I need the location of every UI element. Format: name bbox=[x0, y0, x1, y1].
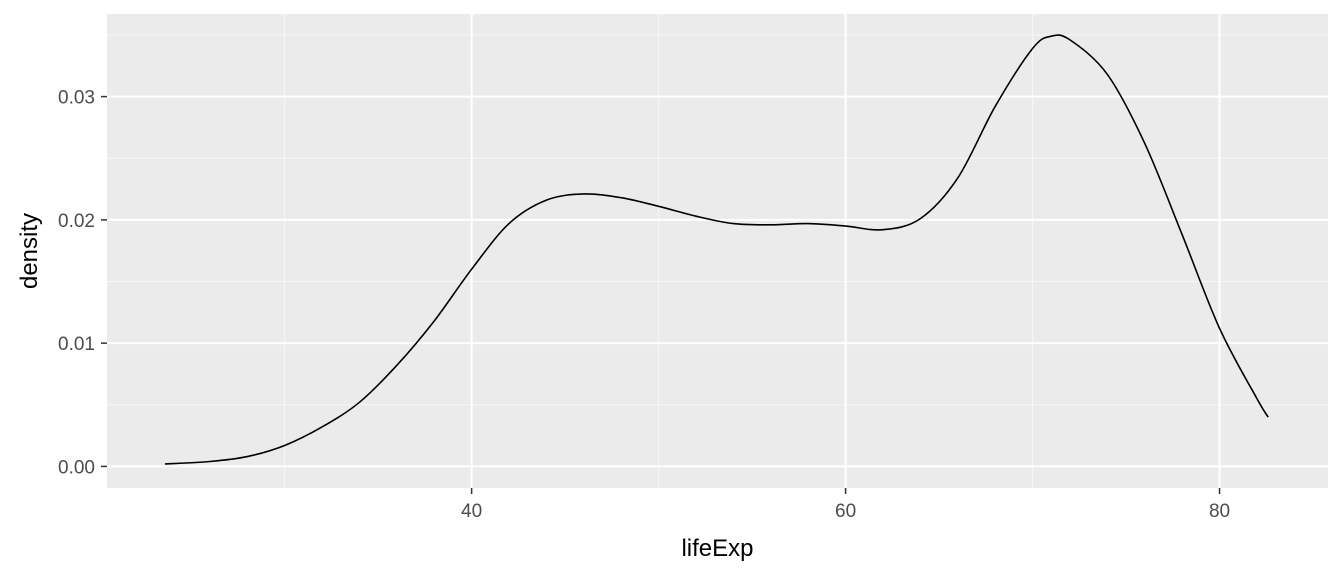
y-axis-title: density bbox=[16, 213, 43, 289]
axes: 40 60 80 0.00 0.01 0.02 0.03 bbox=[58, 88, 1230, 522]
x-tick-label: 40 bbox=[461, 501, 482, 522]
plot-panel bbox=[107, 14, 1328, 488]
density-curve bbox=[164, 34, 1269, 465]
x-axis-title: lifeExp bbox=[681, 535, 753, 562]
y-tick-label: 0.00 bbox=[58, 457, 95, 478]
y-tick-label: 0.01 bbox=[58, 334, 95, 355]
y-tick-label: 0.02 bbox=[58, 211, 95, 232]
grid-lines bbox=[107, 14, 1328, 488]
x-tick-label: 80 bbox=[1209, 501, 1230, 522]
x-tick-label: 60 bbox=[835, 501, 856, 522]
y-tick-label: 0.03 bbox=[58, 88, 95, 109]
